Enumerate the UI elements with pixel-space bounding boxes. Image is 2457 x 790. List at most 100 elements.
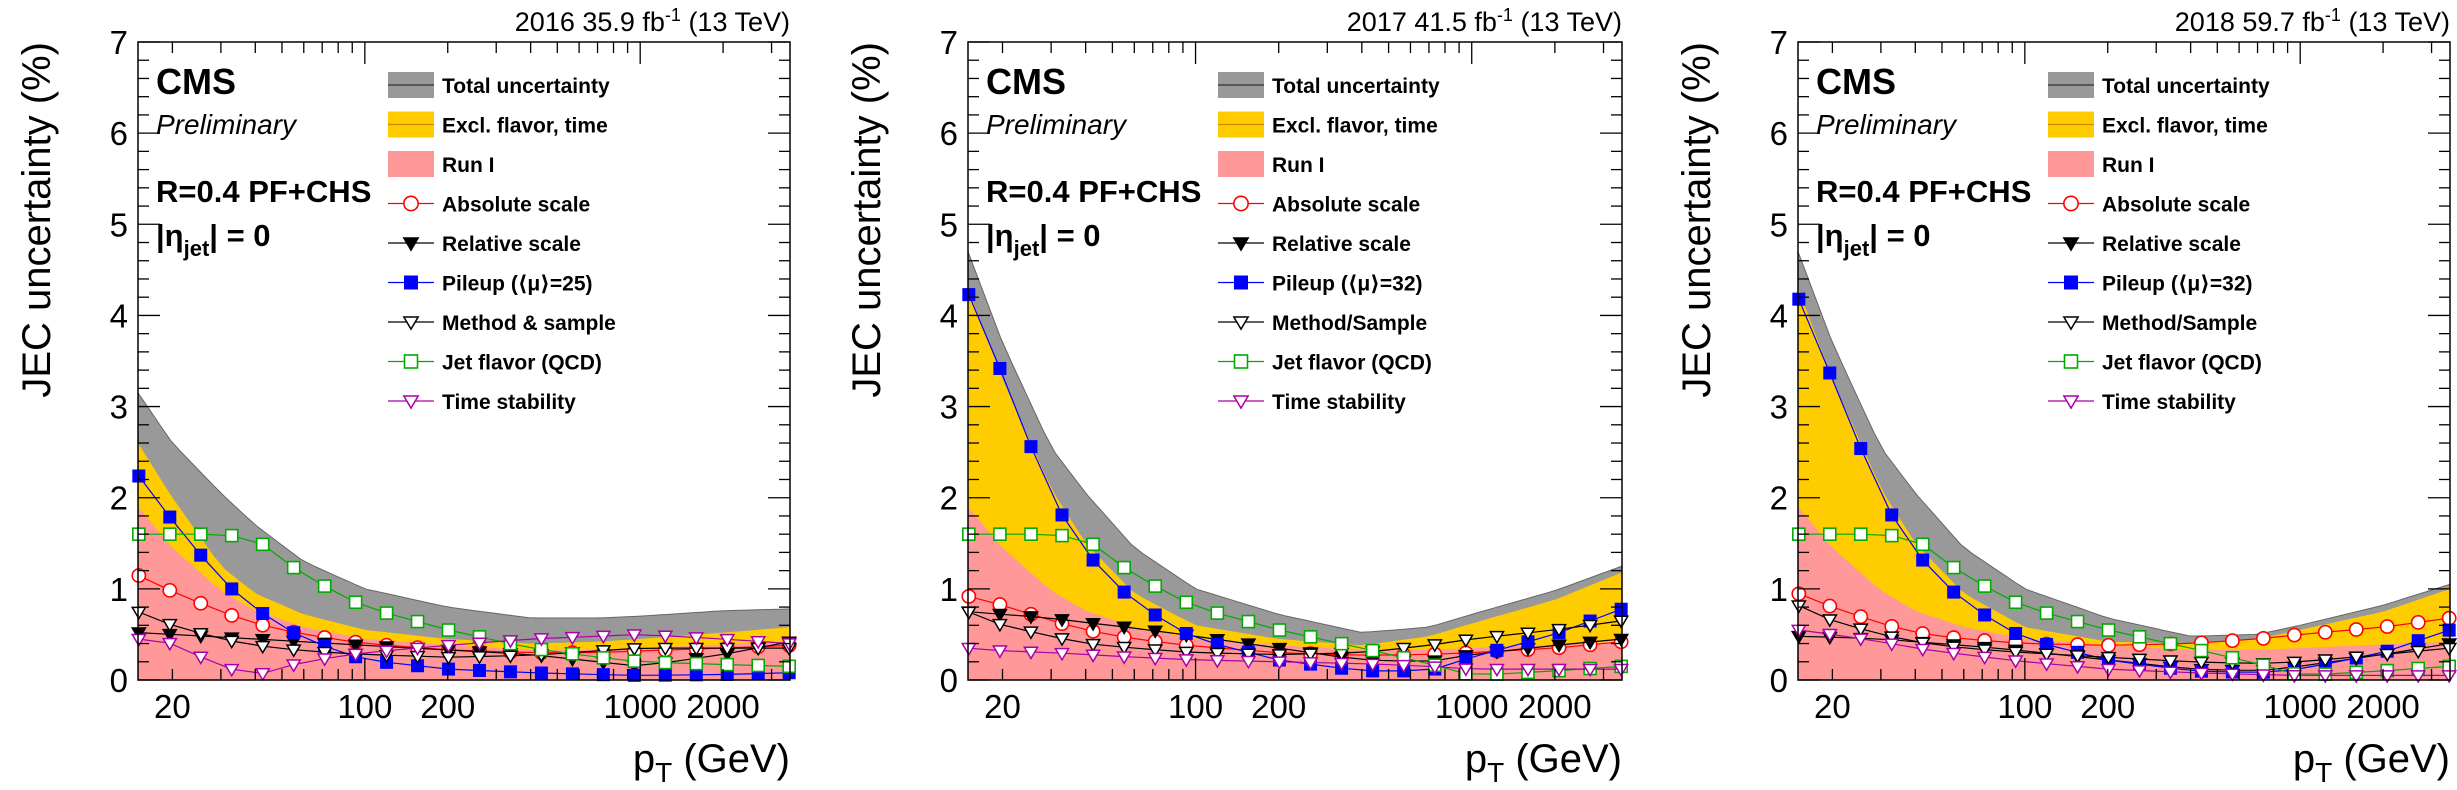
data-point — [256, 607, 270, 621]
series-line — [968, 647, 1622, 670]
data-point — [781, 638, 798, 652]
legend-label: Time stability — [442, 391, 576, 414]
data-point — [1489, 663, 1505, 678]
legend-entry-4: Absolute scale — [388, 194, 590, 217]
data-point — [1117, 585, 1131, 599]
data-point — [1085, 638, 1101, 653]
data-point — [2286, 627, 2302, 643]
preliminary-label: Preliminary — [986, 109, 1128, 140]
y-tick-label: 2 — [1770, 480, 1788, 517]
data-point — [1884, 528, 1899, 543]
data-point — [2100, 651, 2117, 666]
data-point — [1852, 633, 1869, 647]
legend-label: Excl. flavor, time — [1272, 115, 1438, 138]
data-point — [689, 668, 703, 682]
data-point — [193, 595, 209, 611]
eta-suffix: | = 0 — [1869, 218, 1930, 253]
series-line — [1798, 629, 2450, 676]
data-point — [1582, 636, 1599, 651]
data-point — [472, 663, 486, 677]
data-point — [2225, 650, 2240, 665]
data-point — [1613, 633, 1630, 648]
data-point — [595, 630, 612, 645]
y-tick-label: 4 — [940, 297, 958, 334]
data-point — [1054, 647, 1070, 662]
x-axis-label-main: p — [633, 737, 655, 781]
data-point — [2101, 637, 2116, 653]
data-point — [657, 630, 674, 644]
data-point — [719, 633, 736, 648]
y-tick-label: 2 — [940, 480, 958, 517]
cms-label: CMS — [986, 61, 1066, 102]
data-point — [1209, 655, 1226, 669]
legend-entry-5: Relative scale — [1218, 233, 1411, 256]
lumi-text: 2018 59.7 fb — [2175, 7, 2325, 37]
lumi-text: 2017 41.5 fb — [1347, 7, 1497, 37]
y-tick-label: 0 — [1770, 662, 1788, 699]
legend-entry-6: Pileup (⟨μ⟩=25) — [388, 273, 593, 296]
data-point — [1023, 646, 1039, 660]
data-point — [565, 646, 580, 661]
lumi-label: 2017 41.5 fb-1 (13 TeV) — [1347, 5, 1622, 37]
x-axis-label-sub: T — [1487, 757, 1504, 788]
data-point — [2286, 669, 2303, 684]
data-point — [1520, 627, 1536, 641]
lumi-label: 2016 35.9 fb-1 (13 TeV) — [515, 5, 790, 37]
legend-label: Absolute scale — [1272, 194, 1420, 217]
legend-label: Relative scale — [1272, 233, 1411, 256]
data-point — [1395, 642, 1412, 657]
legend-swatch — [1218, 151, 1264, 177]
data-point — [1822, 598, 1838, 614]
data-point — [2038, 648, 2055, 662]
data-point — [1426, 661, 1443, 675]
eta-prefix: |η — [1816, 218, 1844, 253]
data-point — [286, 560, 301, 575]
data-point — [1055, 508, 1069, 522]
data-point — [1024, 440, 1038, 454]
legend-label: Time stability — [1272, 391, 1406, 414]
y-axis-label: JEC uncertainty (%) — [15, 42, 59, 398]
series-line — [1798, 298, 2450, 673]
data-point — [1976, 651, 1993, 666]
data-point — [1024, 527, 1038, 541]
preliminary-label: Preliminary — [1816, 109, 1958, 140]
data-point — [991, 618, 1008, 633]
data-point — [1792, 292, 1806, 306]
data-point — [1945, 641, 1962, 655]
data-point — [2379, 670, 2396, 684]
data-point — [1945, 647, 1962, 662]
data-point — [503, 665, 517, 679]
legend-entry-4: Absolute scale — [1218, 194, 1420, 217]
legend-label: Total uncertainty — [442, 75, 610, 98]
data-point — [316, 646, 333, 661]
data-point — [627, 654, 642, 668]
data-point — [163, 510, 177, 524]
energy-text: (13 TeV) — [2341, 7, 2450, 37]
y-tick-label: 6 — [1770, 115, 1788, 152]
series-line — [968, 611, 1622, 662]
legend: Total uncertainty Excl. flavor, time Run I… — [388, 72, 616, 414]
data-point — [1117, 560, 1131, 575]
data-point — [658, 655, 673, 670]
y-tick-label: 7 — [110, 24, 128, 61]
legend-entry-3: Run I — [2048, 151, 2155, 177]
series-6 — [130, 629, 798, 682]
data-point — [1085, 649, 1101, 663]
eta-prefix: |η — [156, 218, 184, 253]
data-point — [782, 659, 796, 674]
data-point — [2441, 670, 2457, 684]
data-point — [224, 607, 240, 623]
data-point — [1976, 644, 1993, 658]
data-point — [1147, 652, 1164, 667]
x-tick-label: 200 — [420, 688, 475, 725]
data-point — [2224, 668, 2241, 682]
data-point — [1334, 636, 1349, 651]
legend-marker — [2063, 195, 2079, 212]
legend-entry-8: Jet flavor (QCD) — [2048, 352, 2262, 375]
data-point — [1116, 641, 1133, 656]
data-point — [1054, 614, 1070, 628]
x-tick-label: 200 — [1251, 688, 1306, 725]
data-point — [347, 648, 364, 663]
legend-label: Relative scale — [2102, 233, 2241, 256]
